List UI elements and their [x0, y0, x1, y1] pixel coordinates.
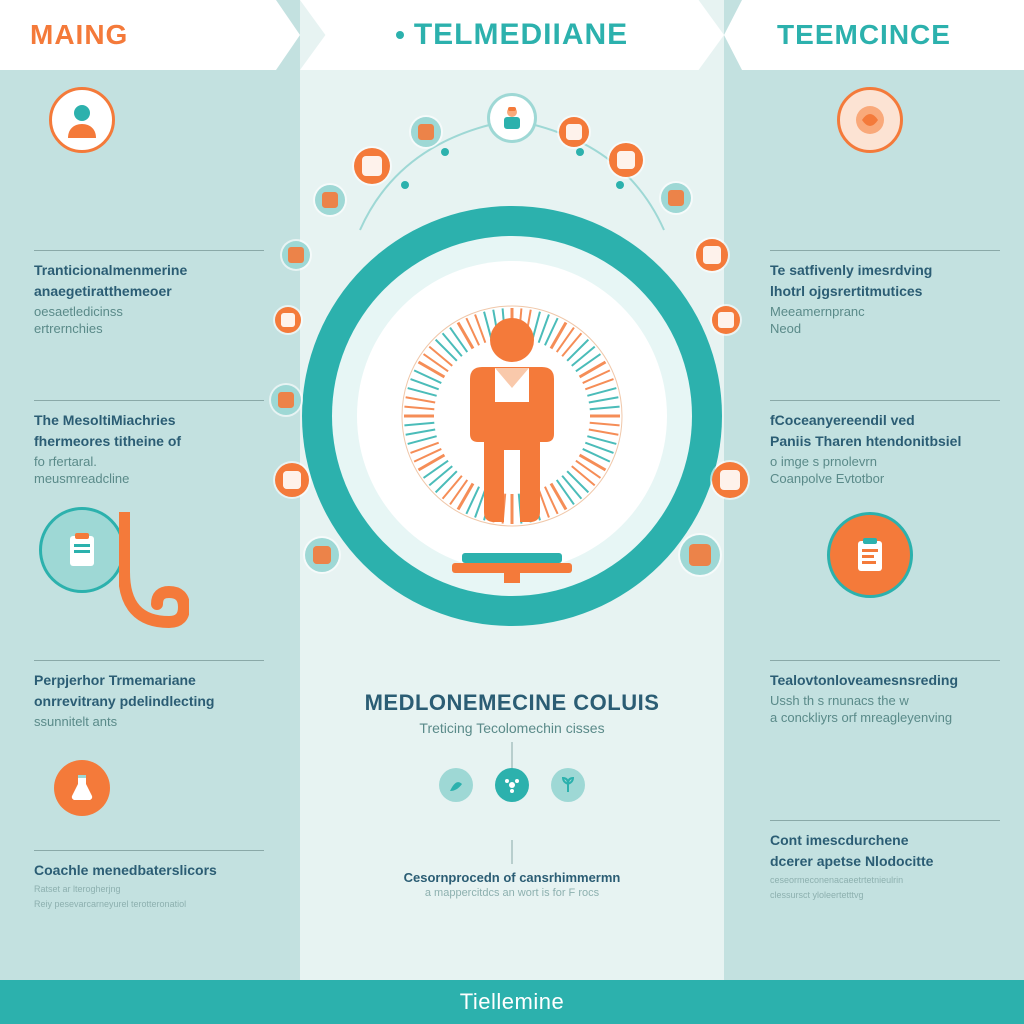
- right-block-2: fCoceanyereendil ved Paniis Tharen htend…: [770, 400, 1000, 488]
- text: onrrevitrany pdelindlecting: [34, 692, 264, 711]
- header-dot-icon: [396, 31, 404, 39]
- header-left-label: MAING: [30, 19, 128, 51]
- right-block-4: Cont imescdurchene dcerer apetse Nlodoci…: [770, 820, 1000, 900]
- right-block-3: Tealovtonloveamesnsreding Ussh th s rnun…: [770, 660, 1000, 727]
- flask-beaker-icon: [54, 760, 110, 816]
- text: Tranticionalmenmerine: [34, 261, 264, 280]
- chart-icon: [559, 117, 589, 147]
- capsule-icon: [411, 117, 441, 147]
- text: oesaetledicinss: [34, 303, 264, 321]
- text: anaegetiratthemeoer: [34, 282, 264, 301]
- tube-icon: [315, 185, 345, 215]
- central-ring-inner: [332, 236, 692, 596]
- hook-connector-icon: [119, 512, 189, 637]
- footnote-sub: a mappercitdcs an wort is for F rocs: [300, 887, 724, 899]
- text: clessursct yloleertetttvg: [770, 890, 1000, 901]
- footer-label: Tiellemine: [460, 989, 564, 1015]
- text: o imge s prnolevrn: [770, 453, 1000, 471]
- platform-icon: [432, 545, 592, 585]
- text: Te satfivenly imesrdving: [770, 261, 1000, 280]
- mug-icon: [305, 538, 339, 572]
- text: dcerer apetse Nlodocitte: [770, 852, 1000, 871]
- brain-mind-icon: [837, 87, 903, 153]
- central-ring-core: [357, 261, 667, 571]
- text: a conckliyrs orf mreagleyenving: [770, 709, 1000, 727]
- text: ceseormeconenacaeetrtetnieulrin: [770, 875, 1000, 886]
- text: Ussh th s rnunacs the w: [770, 692, 1000, 710]
- mini-icons-row: [300, 768, 724, 802]
- person-avatar-icon: [49, 87, 115, 153]
- droplet-icon: [712, 306, 740, 334]
- tablet-icon: [275, 307, 301, 333]
- doctor-figure-icon: [490, 96, 534, 140]
- watch-icon: [696, 239, 728, 271]
- text: Tealovtonloveamesnsreding: [770, 671, 1000, 690]
- shield-icon: [609, 143, 643, 177]
- text: Neod: [770, 320, 1000, 338]
- text: fhermeores titheine of: [34, 432, 264, 451]
- text: Cont imescdurchene: [770, 831, 1000, 850]
- header-right: TEEMCINCE: [724, 0, 1024, 70]
- center-title-block: MEDLONEMECINE COLUIS Treticing Tecolomec…: [300, 690, 724, 775]
- center-footnote: Cesornprocedn of cansrhimmermn a mapperc…: [300, 840, 724, 899]
- footnote-heading: Cesornprocedn of cansrhimmermn: [300, 870, 724, 885]
- clipboard-notes-icon: [827, 512, 913, 598]
- flask2-icon: [271, 385, 301, 415]
- text: fo rfertaral.: [34, 453, 264, 471]
- left-block-3: Perpjerhor Trmemariane onrrevitrany pdel…: [34, 660, 264, 730]
- bag-icon: [712, 462, 748, 498]
- leaf-icon: [439, 768, 473, 802]
- molecule-icon: [495, 768, 529, 802]
- text: Reiy pesevarcarneyurel terotteronatiol: [34, 899, 264, 910]
- clipboard-cart-icon: [39, 507, 125, 593]
- text: ssunnitelt ants: [34, 713, 264, 731]
- header-mid: TELMEDIIANE: [300, 0, 724, 70]
- jar-icon: [275, 463, 309, 497]
- text: lhotrl ojgsrertitmutices: [770, 282, 1000, 301]
- center-title: MEDLONEMECINE COLUIS: [300, 690, 724, 716]
- header-right-label: TEEMCINCE: [777, 19, 951, 51]
- central-ring: [302, 206, 722, 626]
- left-block-2: The MesoltiMiachries fhermeores titheine…: [34, 400, 264, 488]
- text: fCoceanyereendil ved: [770, 411, 1000, 430]
- text: Perpjerhor Trmemariane: [34, 671, 264, 690]
- patient-figure-icon: [457, 312, 567, 532]
- footer-bar: Tiellemine: [0, 980, 1024, 1024]
- text: Meeamernpranc: [770, 303, 1000, 321]
- text: Coanpolve Evtotbor: [770, 470, 1000, 488]
- center-subtitle: Treticing Tecolomechin cisses: [300, 720, 724, 736]
- bottle-icon: [661, 183, 691, 213]
- text: meusmreadcline: [34, 470, 264, 488]
- sprout-icon: [551, 768, 585, 802]
- left-block-1: Tranticionalmenmerine anaegetiratthemeoe…: [34, 250, 264, 338]
- header-left: MAING: [0, 0, 300, 70]
- text: Ratset ar lterogherjng: [34, 884, 264, 895]
- text: Paniis Tharen htendonitbsiel: [770, 432, 1000, 451]
- pill-icon: [354, 148, 390, 184]
- cup-icon: [282, 241, 310, 269]
- left-block-4: Coachle menedbaterslicors Ratset ar lter…: [34, 850, 264, 909]
- laptop-icon: [680, 535, 720, 575]
- text: ertrernchies: [34, 320, 264, 338]
- right-block-1: Te satfivenly imesrdving lhotrl ojgsrert…: [770, 250, 1000, 338]
- header-mid-label: TELMEDIIANE: [414, 18, 628, 52]
- text: The MesoltiMiachries: [34, 411, 264, 430]
- text: Coachle menedbaterslicors: [34, 861, 264, 880]
